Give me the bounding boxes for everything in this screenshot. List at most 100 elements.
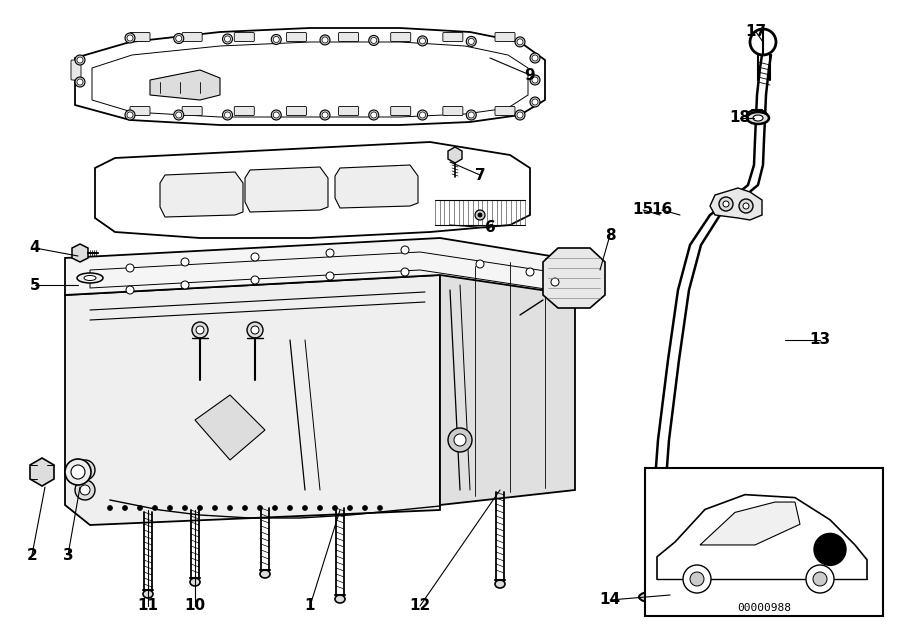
Circle shape: [369, 110, 379, 120]
Circle shape: [251, 253, 259, 261]
Polygon shape: [440, 260, 575, 505]
Circle shape: [167, 505, 173, 511]
Ellipse shape: [747, 110, 767, 120]
Circle shape: [322, 37, 328, 43]
Circle shape: [466, 36, 476, 46]
Circle shape: [419, 38, 426, 44]
Circle shape: [743, 203, 749, 209]
Circle shape: [530, 97, 540, 107]
Circle shape: [125, 33, 135, 43]
Circle shape: [77, 57, 83, 63]
Text: 6: 6: [484, 220, 495, 236]
Circle shape: [247, 322, 263, 338]
Text: 11: 11: [138, 599, 158, 613]
Circle shape: [176, 112, 182, 118]
Polygon shape: [700, 502, 800, 545]
Text: 9: 9: [525, 67, 535, 83]
FancyBboxPatch shape: [338, 107, 358, 116]
Circle shape: [127, 112, 133, 118]
FancyBboxPatch shape: [495, 32, 515, 41]
Circle shape: [418, 36, 428, 46]
Circle shape: [517, 39, 523, 45]
Circle shape: [347, 505, 353, 511]
Ellipse shape: [753, 115, 763, 121]
Circle shape: [326, 249, 334, 257]
FancyBboxPatch shape: [234, 107, 255, 116]
Circle shape: [192, 322, 208, 338]
Polygon shape: [65, 275, 440, 525]
Circle shape: [228, 505, 232, 511]
Ellipse shape: [639, 591, 675, 603]
Text: 5: 5: [30, 277, 40, 293]
FancyBboxPatch shape: [338, 32, 358, 41]
Circle shape: [723, 201, 729, 207]
Circle shape: [75, 77, 85, 87]
Text: 4: 4: [30, 241, 40, 255]
Circle shape: [468, 38, 474, 44]
Circle shape: [75, 55, 85, 65]
Circle shape: [814, 533, 846, 565]
Circle shape: [475, 210, 485, 220]
Text: 00000988: 00000988: [737, 603, 791, 613]
Circle shape: [271, 110, 281, 120]
Polygon shape: [65, 238, 575, 295]
Polygon shape: [95, 142, 530, 238]
Ellipse shape: [747, 112, 769, 124]
Polygon shape: [75, 28, 545, 125]
Circle shape: [287, 505, 292, 511]
Circle shape: [222, 34, 232, 44]
Polygon shape: [335, 165, 418, 208]
Circle shape: [126, 286, 134, 294]
Circle shape: [181, 281, 189, 289]
Circle shape: [418, 110, 428, 120]
Circle shape: [75, 480, 95, 500]
Circle shape: [515, 110, 525, 120]
Circle shape: [530, 75, 540, 85]
Circle shape: [322, 112, 328, 118]
Circle shape: [515, 37, 525, 47]
Circle shape: [174, 110, 184, 120]
Circle shape: [371, 112, 377, 118]
Circle shape: [517, 112, 523, 118]
Ellipse shape: [84, 276, 96, 281]
Circle shape: [122, 505, 128, 511]
FancyBboxPatch shape: [286, 107, 306, 116]
Circle shape: [419, 112, 426, 118]
Circle shape: [532, 77, 538, 83]
Polygon shape: [72, 244, 88, 262]
Circle shape: [468, 112, 474, 118]
Circle shape: [532, 99, 538, 105]
Circle shape: [454, 434, 466, 446]
Ellipse shape: [260, 570, 270, 578]
Circle shape: [65, 459, 91, 485]
Circle shape: [71, 465, 85, 479]
Circle shape: [152, 505, 158, 511]
Ellipse shape: [647, 594, 667, 600]
Circle shape: [107, 505, 112, 511]
Circle shape: [371, 37, 377, 43]
Circle shape: [320, 35, 330, 45]
Circle shape: [196, 326, 204, 334]
Text: 12: 12: [410, 599, 430, 613]
Circle shape: [274, 36, 279, 43]
Circle shape: [320, 110, 330, 120]
Circle shape: [181, 258, 189, 266]
FancyBboxPatch shape: [645, 468, 883, 616]
Circle shape: [257, 505, 263, 511]
Circle shape: [302, 505, 308, 511]
Circle shape: [478, 213, 482, 217]
Circle shape: [401, 268, 409, 276]
Circle shape: [251, 276, 259, 284]
FancyBboxPatch shape: [495, 107, 515, 116]
Circle shape: [224, 36, 230, 42]
Text: 7: 7: [474, 168, 485, 182]
Ellipse shape: [335, 595, 345, 603]
Circle shape: [251, 326, 259, 334]
Circle shape: [77, 79, 83, 85]
Text: 2: 2: [27, 547, 38, 563]
FancyBboxPatch shape: [71, 60, 81, 80]
Polygon shape: [30, 458, 54, 486]
FancyBboxPatch shape: [443, 32, 463, 41]
Polygon shape: [710, 188, 762, 220]
Text: 13: 13: [809, 333, 831, 347]
